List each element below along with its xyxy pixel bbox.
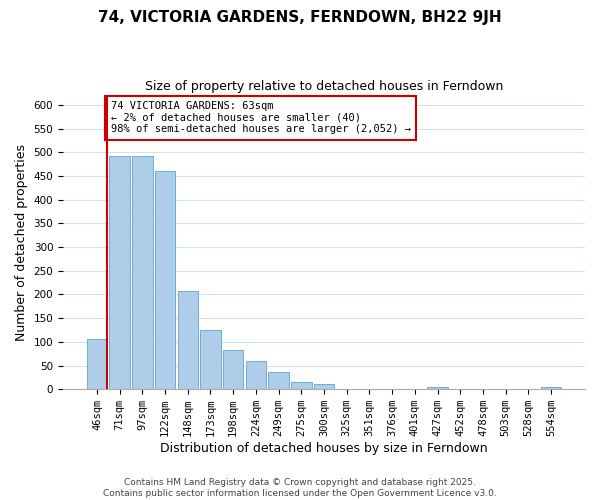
Bar	[314, 384, 334, 389]
Title: Size of property relative to detached houses in Ferndown: Size of property relative to detached ho…	[145, 80, 503, 93]
Bar	[109, 156, 130, 389]
Bar	[200, 330, 221, 389]
Y-axis label: Number of detached properties: Number of detached properties	[15, 144, 28, 341]
Bar	[291, 382, 311, 389]
Bar	[155, 172, 175, 389]
Bar	[427, 387, 448, 389]
Bar	[223, 350, 244, 389]
Bar	[87, 338, 107, 389]
Bar	[245, 362, 266, 389]
X-axis label: Distribution of detached houses by size in Ferndown: Distribution of detached houses by size …	[160, 442, 488, 455]
Text: Contains HM Land Registry data © Crown copyright and database right 2025.
Contai: Contains HM Land Registry data © Crown c…	[103, 478, 497, 498]
Text: 74 VICTORIA GARDENS: 63sqm
← 2% of detached houses are smaller (40)
98% of semi-: 74 VICTORIA GARDENS: 63sqm ← 2% of detac…	[110, 101, 410, 134]
Text: 74, VICTORIA GARDENS, FERNDOWN, BH22 9JH: 74, VICTORIA GARDENS, FERNDOWN, BH22 9JH	[98, 10, 502, 25]
Bar	[132, 156, 152, 389]
Bar	[178, 291, 198, 389]
Bar	[541, 387, 561, 389]
Bar	[268, 372, 289, 389]
